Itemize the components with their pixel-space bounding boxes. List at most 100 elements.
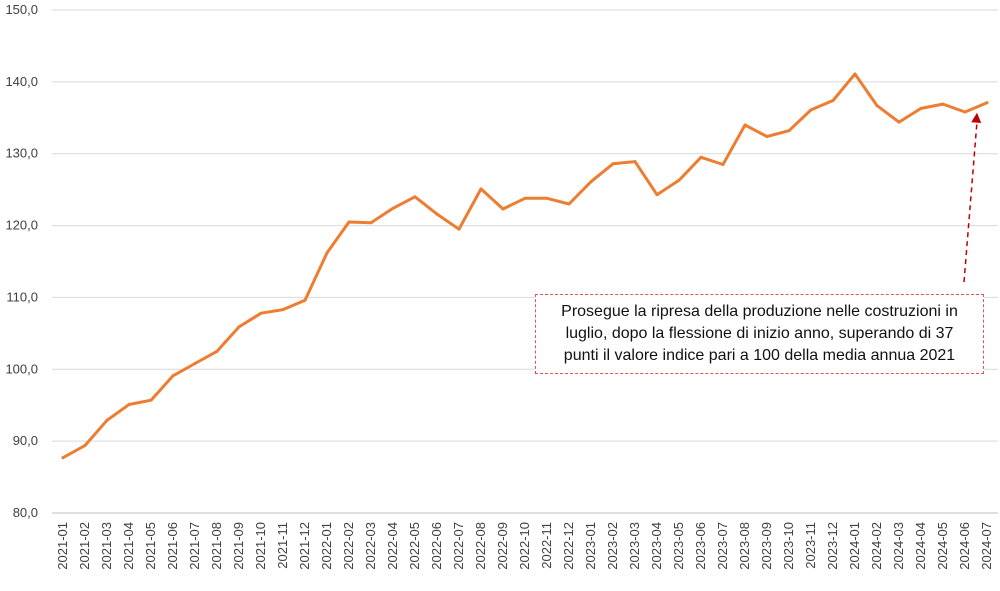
x-tick-label: 2022-08 (473, 522, 488, 570)
data-point (391, 206, 395, 210)
data-point (589, 180, 593, 184)
data-point (875, 104, 879, 108)
data-point (127, 402, 131, 406)
x-tick-label: 2024-01 (847, 522, 862, 570)
x-tick-label: 2024-07 (979, 522, 994, 570)
data-point (435, 212, 439, 216)
data-point (985, 101, 989, 105)
x-tick-label: 2023-08 (737, 522, 752, 570)
annotation-arrow-line (963, 121, 978, 283)
y-tick-label: 90,0 (13, 433, 38, 448)
data-point (567, 202, 571, 206)
series-group (61, 72, 989, 460)
data-point (61, 456, 65, 460)
x-tick-label: 2024-04 (913, 522, 928, 570)
x-tick-label: 2023-07 (715, 522, 730, 570)
x-tick-label: 2024-05 (935, 522, 950, 570)
data-point (677, 178, 681, 182)
data-point (611, 162, 615, 166)
x-tick-label: 2022-02 (341, 522, 356, 570)
data-point (633, 160, 637, 164)
x-tick-label: 2021-03 (99, 522, 114, 570)
data-point (325, 251, 329, 255)
data-point (743, 123, 747, 127)
x-tick-label: 2022-03 (363, 522, 378, 570)
x-tick-label: 2021-02 (77, 522, 92, 570)
data-point (941, 102, 945, 106)
x-tick-label: 2023-12 (825, 522, 840, 570)
data-point (413, 195, 417, 199)
x-tick-label: 2023-01 (583, 522, 598, 570)
data-point (457, 227, 461, 231)
x-tick-label: 2022-01 (319, 522, 334, 570)
x-tick-label: 2023-02 (605, 522, 620, 570)
x-tick-label: 2023-05 (671, 522, 686, 570)
data-point (787, 129, 791, 133)
data-point (193, 362, 197, 366)
x-tick-label: 2021-12 (297, 522, 312, 570)
x-tick-label: 2021-09 (231, 522, 246, 570)
series-line (61, 72, 989, 460)
x-tick-label: 2021-11 (275, 522, 290, 569)
x-tick-label: 2022-09 (495, 522, 510, 570)
x-tick-label: 2021-04 (121, 522, 136, 570)
data-point (699, 155, 703, 159)
x-axis: 2021-01 2021-02 2021-03 2021-04 2021-05 2021-… (55, 522, 994, 570)
data-point (809, 108, 813, 112)
x-tick-label: 2021-01 (55, 522, 70, 570)
data-point (105, 418, 109, 422)
x-tick-label: 2023-04 (649, 522, 664, 570)
data-point (765, 134, 769, 138)
data-point (831, 99, 835, 103)
x-tick-label: 2023-06 (693, 522, 708, 570)
data-point (501, 207, 505, 211)
data-point (523, 196, 527, 200)
annotation-text: Prosegue la ripresa della produzione nel… (561, 303, 958, 364)
x-tick-label: 2023-10 (781, 522, 796, 570)
x-tick-label: 2022-04 (385, 522, 400, 570)
data-point (347, 220, 351, 224)
x-tick-label: 2024-02 (869, 522, 884, 570)
data-point (853, 72, 857, 76)
y-tick-label: 150,0 (5, 2, 38, 17)
data-point (369, 221, 373, 225)
x-tick-label: 2021-06 (165, 522, 180, 570)
x-tick-label: 2024-03 (891, 522, 906, 570)
data-point (479, 187, 483, 191)
data-point (237, 325, 241, 329)
x-tick-label: 2021-05 (143, 522, 158, 570)
data-point (919, 106, 923, 110)
x-tick-label: 2023-09 (759, 522, 774, 570)
y-tick-label: 110,0 (6, 289, 38, 304)
x-tick-label: 2021-07 (187, 522, 202, 570)
x-tick-label: 2021-08 (209, 522, 224, 570)
data-point (215, 349, 219, 353)
x-tick-label: 2022-07 (451, 522, 466, 570)
x-tick-label: 2021-10 (253, 522, 268, 570)
data-point (721, 162, 725, 166)
x-tick-label: 2022-05 (407, 522, 422, 570)
y-tick-label: 140,0 (5, 74, 38, 89)
y-tick-label: 130,0 (5, 146, 38, 161)
data-point (897, 120, 901, 124)
data-point (259, 311, 263, 315)
data-point (655, 193, 659, 197)
annotation-arrow (963, 112, 982, 283)
x-tick-label: 2022-06 (429, 522, 444, 570)
data-point (149, 398, 153, 402)
data-point (303, 298, 307, 302)
y-tick-label: 100,0 (5, 361, 38, 376)
gridlines (52, 9, 998, 514)
x-tick-label: 2022-10 (517, 522, 532, 570)
y-tick-label: 80,0 (13, 505, 38, 520)
x-tick-label: 2022-11 (539, 522, 554, 569)
x-tick-label: 2023-03 (627, 522, 642, 570)
x-tick-label: 2023-11 (803, 522, 818, 569)
y-axis: 80,0 90,0 100,0 110,0 120,0 130,0 140,0 150,0 (5, 2, 38, 520)
y-tick-label: 120,0 (5, 218, 38, 233)
data-point (545, 196, 549, 200)
data-point (171, 374, 175, 378)
annotation-box: Prosegue la ripresa della produzione nel… (535, 294, 984, 374)
x-tick-label: 2022-12 (561, 522, 576, 570)
